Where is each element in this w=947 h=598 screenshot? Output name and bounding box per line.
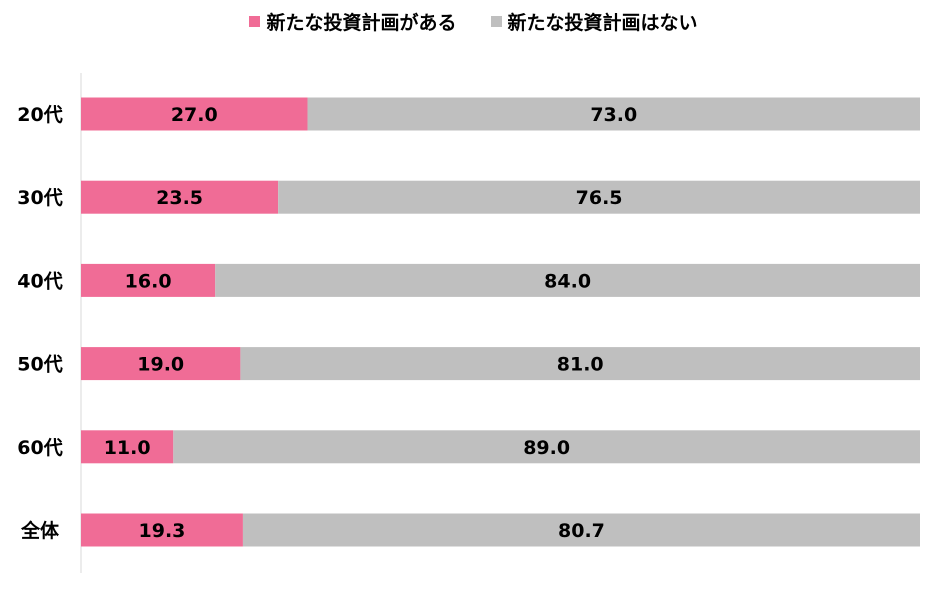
legend-label-no-plan: 新たな投資計画はない (507, 12, 698, 34)
data-label-series-1: 81.0 (557, 354, 604, 376)
bar-segment-series-0 (81, 430, 174, 464)
legend-item-no-plan: 新たな投資計画はない (490, 8, 698, 35)
data-label-series-1: 84.0 (544, 270, 591, 292)
data-label-series-0: 11.0 (104, 437, 151, 459)
data-label-series-1: 89.0 (523, 437, 570, 459)
category-label: 60代 (17, 437, 62, 459)
category-label: 40代 (17, 270, 62, 292)
data-label-series-0: 16.0 (125, 270, 172, 292)
bar-segment-series-0 (81, 263, 216, 297)
bar-segment-series-1 (307, 97, 920, 131)
bar-segment-series-0 (81, 97, 308, 131)
legend-swatch-has-plan (249, 16, 261, 27)
data-label-series-0: 27.0 (171, 104, 218, 126)
bar-segment-series-1 (240, 347, 920, 381)
data-label-series-0: 19.3 (139, 520, 186, 542)
bar-segment-series-1 (215, 263, 921, 297)
data-label-series-1: 80.7 (558, 520, 605, 542)
bar-segment-series-0 (81, 513, 243, 547)
legend: 新たな投資計画がある 新たな投資計画はない (0, 8, 947, 35)
data-label-series-0: 23.5 (156, 187, 203, 209)
category-label: 全体 (20, 519, 60, 542)
data-label-series-0: 19.0 (137, 354, 184, 376)
bar-segment-series-1 (173, 430, 921, 464)
data-label-series-1: 73.0 (590, 104, 637, 126)
category-label: 50代 (17, 354, 62, 376)
legend-swatch-no-plan (490, 16, 502, 27)
category-label: 30代 (17, 187, 62, 209)
legend-label-has-plan: 新たな投資計画がある (266, 12, 457, 34)
category-label: 20代 (17, 104, 62, 126)
bar-segment-series-1 (242, 513, 920, 547)
data-label-series-1: 76.5 (576, 187, 623, 209)
bar-segment-series-1 (278, 180, 920, 214)
bar-segment-series-0 (81, 180, 279, 214)
legend-item-has-plan: 新たな投資計画がある (249, 8, 457, 35)
bar-segment-series-0 (81, 347, 241, 381)
